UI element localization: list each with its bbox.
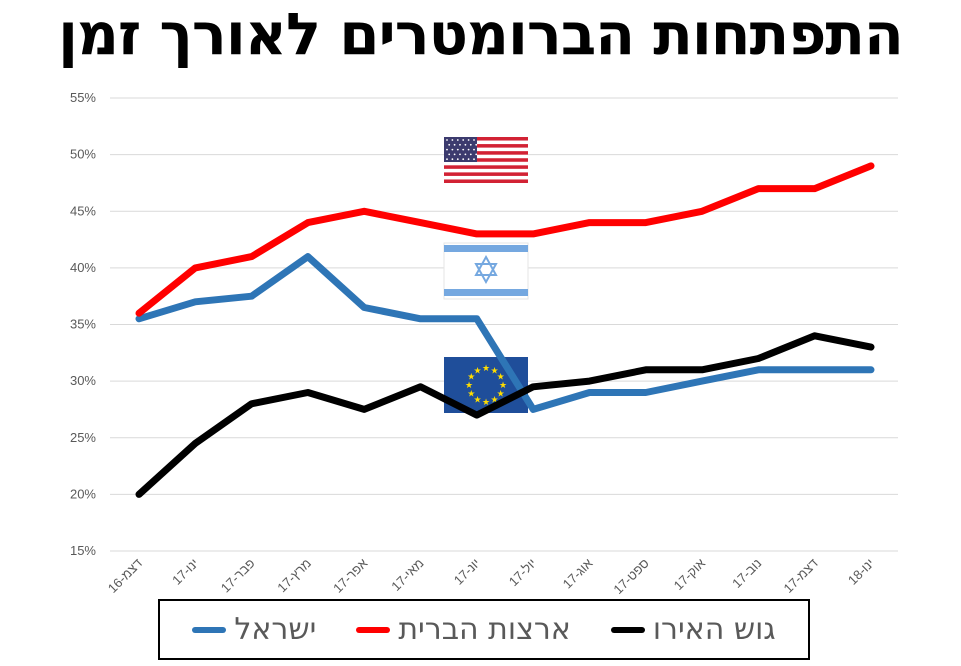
y-axis: 15% 20% 25% 30% 35% 40% 45% 50% 55%: [70, 90, 96, 558]
y-tick-label: 40%: [70, 260, 96, 275]
flag-star: [446, 139, 448, 141]
legend-swatch-usa: [356, 626, 391, 633]
flag-star: ★: [467, 373, 475, 383]
flag-star: [459, 143, 461, 146]
flag-star: ★: [490, 396, 498, 406]
y-tick-label: 45%: [70, 203, 96, 218]
flag-star: ★: [473, 366, 481, 376]
x-tick-label: יונ-17: [451, 556, 483, 588]
x-tick-label: אפר-17: [330, 556, 370, 596]
y-tick-label: 20%: [70, 486, 96, 501]
y-tick-label: 15%: [70, 543, 96, 558]
flag-star: ★: [482, 364, 490, 374]
x-tick-label: דצמ-16: [105, 556, 145, 596]
series-line-usa: [135, 162, 875, 317]
flag-star: [462, 158, 465, 161]
x-tick-label: אוג-17: [560, 556, 596, 592]
legend-label-usa: ארצות הברית: [398, 612, 571, 647]
x-tick-label: פבר-17: [218, 555, 258, 595]
flag-star: ★: [499, 381, 507, 391]
flag-star: [462, 139, 465, 141]
flag-star: [464, 153, 467, 156]
series-line-eurozone: [135, 332, 875, 498]
flag-star: [448, 153, 451, 156]
flag-star: ★: [490, 366, 498, 376]
flag-stripe: [444, 158, 528, 162]
x-tick-label: דצמ-17: [780, 556, 820, 596]
x-tick-label: נוב-17: [729, 556, 764, 591]
line-chart: 15% 20% 25% 30% 35% 40% 45% 50% 55% דצמ-16 ינו-17…: [70, 90, 898, 597]
flag-star: ★: [497, 390, 505, 400]
y-tick-label: 25%: [70, 430, 96, 445]
flag-star: [473, 148, 475, 151]
flag-star: [451, 148, 454, 151]
flag-star: [467, 148, 470, 151]
flag-star: ★: [467, 390, 475, 400]
flag-star: ★: [482, 398, 490, 408]
legend: ישראל ארצות הברית גוש האירו: [158, 599, 810, 660]
chart-title: התפתחות הברומטרים לאורך זמן: [58, 0, 904, 68]
flag-star: [456, 148, 459, 151]
x-tick-label: מרץ-17: [274, 556, 314, 596]
flag-star: [446, 158, 448, 161]
x-tick-label: אוק-17: [671, 556, 708, 593]
x-axis: דצמ-16 ינו-17 פבר-17 מרץ-17 אפר-17 מאי-17 יונ-…: [105, 555, 877, 597]
flag-star: [451, 139, 454, 141]
flag-star: [448, 143, 451, 146]
x-tick-label: יול-17: [506, 556, 540, 590]
legend-item-israel: ישראל: [192, 612, 316, 647]
x-tick-label: ינו-17: [169, 556, 201, 588]
flag-star: [469, 153, 472, 156]
israel-flag-icon: [443, 242, 529, 300]
flag-star: ★: [497, 373, 505, 383]
y-tick-label: 55%: [70, 90, 96, 105]
flag-star: [453, 153, 456, 156]
series-lines: [135, 162, 875, 498]
legend-item-usa: ארצות הברית: [356, 612, 571, 647]
flag-star: [467, 158, 470, 161]
flag-star: [464, 143, 467, 146]
flag-star: [456, 139, 459, 141]
flag-stripe: [444, 137, 528, 141]
flag-star: [451, 158, 454, 161]
flag-stripe: [444, 165, 528, 169]
flag-stripe: [444, 172, 528, 176]
flag-star: [446, 148, 448, 151]
y-tick-label: 30%: [70, 373, 96, 388]
flag-star: [475, 143, 478, 146]
flag-star: [469, 143, 472, 146]
y-tick-label: 50%: [70, 147, 96, 162]
flag-star: [473, 158, 475, 161]
x-tick-label: מאי-17: [388, 556, 426, 594]
flag-star: [453, 143, 456, 146]
x-tick-label: ינו-18: [845, 556, 877, 588]
legend-item-eurozone: גוש האירו: [610, 612, 776, 647]
flag-star: ★: [465, 381, 473, 391]
legend-swatch-eurozone: [610, 626, 645, 633]
x-tick-label: ספט-17: [610, 556, 651, 597]
legend-swatch-israel: [192, 626, 227, 633]
flag-stripe: [444, 144, 528, 148]
flag-star: [473, 139, 475, 141]
flag-star: [462, 148, 465, 151]
flag-star: [456, 158, 459, 161]
legend-label-israel: ישראל: [234, 612, 317, 647]
flag-stripe: [444, 151, 528, 155]
series-line-israel: [135, 253, 875, 413]
flag-star: [475, 153, 478, 156]
flag-stripe: [444, 179, 528, 183]
flag-star: [459, 153, 461, 156]
flag-star: ★: [473, 396, 481, 406]
flag-star: [467, 139, 470, 141]
us-flag-icon: [444, 137, 528, 183]
y-tick-label: 35%: [70, 317, 96, 332]
legend-label-eurozone: גוש האירו: [652, 612, 776, 647]
